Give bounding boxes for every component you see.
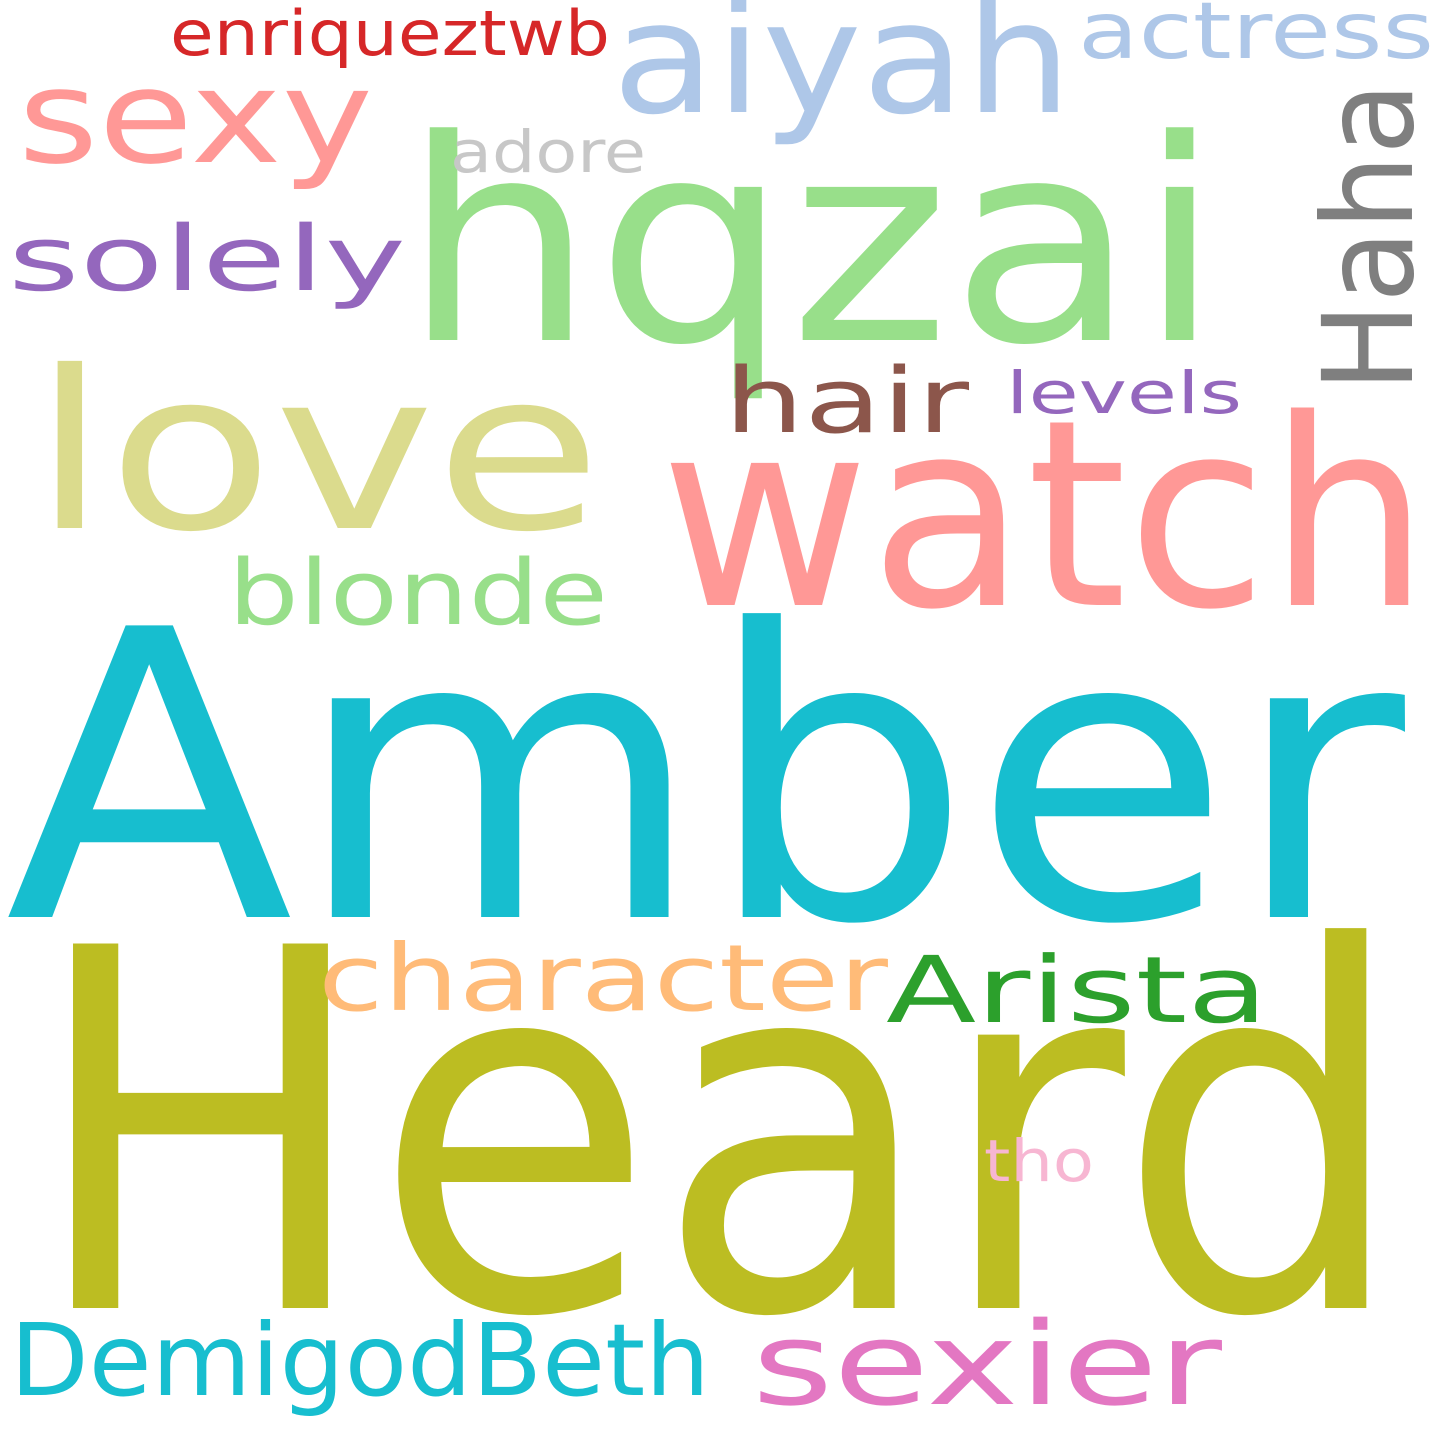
- word-character: character: [318, 925, 888, 1032]
- word-amber: Amber: [5, 547, 1410, 1012]
- word-sexy: sexy: [18, 41, 373, 193]
- word-blonde: blonde: [228, 541, 608, 646]
- word-tho: tho: [984, 1127, 1094, 1195]
- word-watch: watch: [660, 365, 1430, 667]
- word-heard: Heard: [28, 844, 1408, 1426]
- word-love: love: [32, 324, 602, 580]
- word-aiyah: aiyah: [612, 0, 1072, 149]
- word-haha: Haha: [1297, 82, 1440, 392]
- word-adore: adore: [450, 118, 646, 186]
- word-hair: hair: [724, 349, 969, 454]
- word-actress: actress: [1078, 0, 1434, 77]
- word-arista: Arista: [886, 937, 1268, 1044]
- word-enriqueztwb: enriqueztwb: [170, 0, 610, 70]
- word-hqzai: hqzai: [402, 81, 1222, 407]
- word-solely: solely: [8, 207, 406, 312]
- word-levels: levels: [1006, 359, 1242, 427]
- word-sexier: sexier: [752, 1298, 1223, 1432]
- word-demigodbeth: DemigodBeth: [10, 1302, 710, 1419]
